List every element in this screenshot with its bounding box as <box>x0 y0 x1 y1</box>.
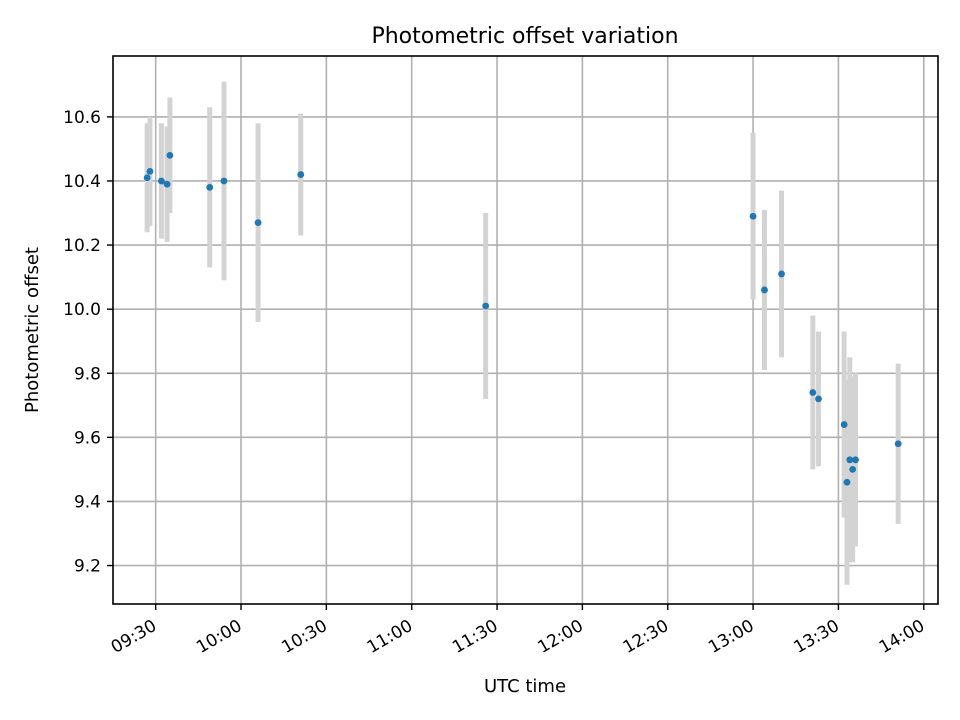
y-tick-label: 10.0 <box>63 300 101 320</box>
y-tick-label: 10.6 <box>63 108 101 128</box>
y-tick-label: 9.8 <box>74 364 101 384</box>
data-point <box>852 456 859 464</box>
y-tick-label: 9.6 <box>74 428 101 448</box>
data-point <box>254 219 262 227</box>
data-point <box>206 183 214 191</box>
data-point <box>220 177 228 185</box>
data-point <box>749 212 757 220</box>
x-axis-label: UTC time <box>484 676 566 697</box>
data-point <box>157 177 165 185</box>
data-point <box>809 389 817 396</box>
grid-layer <box>113 56 938 604</box>
data-point <box>846 456 854 464</box>
data-point <box>894 440 902 448</box>
data-point <box>843 478 851 486</box>
data-point <box>482 302 490 310</box>
data-point <box>761 286 768 294</box>
y-tick-label: 10.4 <box>63 172 101 192</box>
plot-frame <box>112 55 939 605</box>
data-point <box>146 167 154 175</box>
data-point <box>840 421 848 428</box>
data-point <box>778 270 785 278</box>
chart-title: Photometric offset variation <box>371 24 678 49</box>
point-layer <box>143 151 902 486</box>
data-point <box>815 395 822 403</box>
data-point <box>163 180 171 188</box>
y-tick-label: 9.2 <box>74 557 101 577</box>
y-tick-label: 10.2 <box>63 236 101 256</box>
y-tick-label: 9.4 <box>74 492 101 512</box>
data-point <box>166 151 174 159</box>
data-point <box>849 466 857 473</box>
data-point <box>143 174 151 182</box>
y-axis-label: Photometric offset <box>22 247 43 413</box>
data-point <box>297 171 305 178</box>
